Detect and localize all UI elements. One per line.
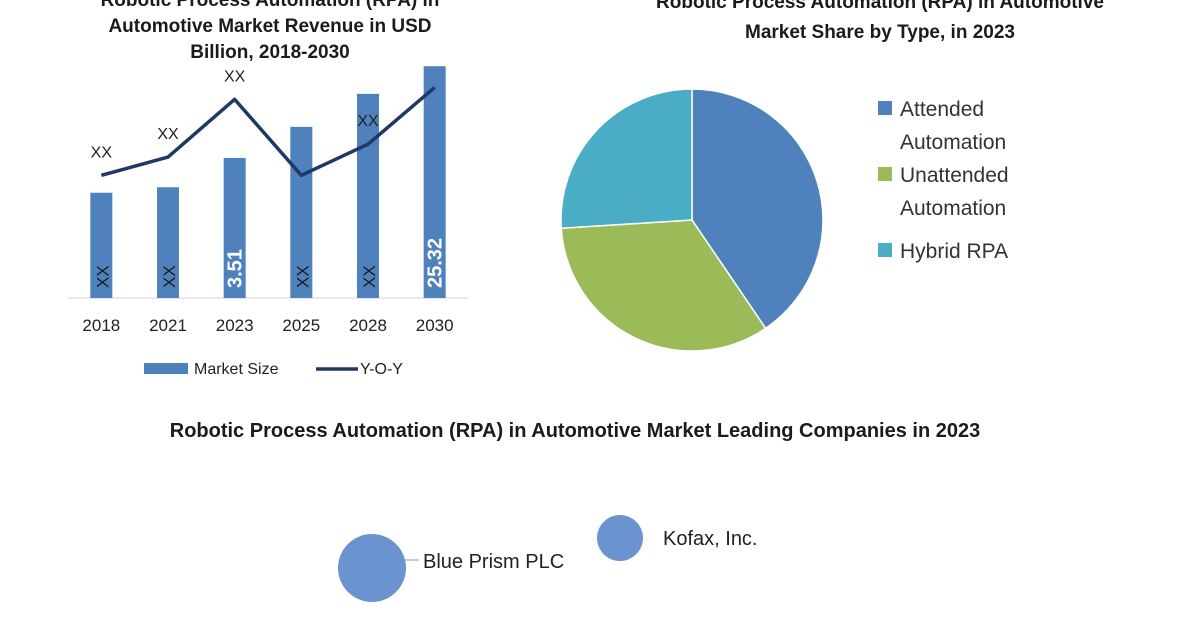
pie-slice-1 <box>691 88 824 330</box>
pie-legend-swatch <box>878 101 892 115</box>
bar-value-label: XX <box>160 265 179 288</box>
line-value-label: XX <box>91 144 113 161</box>
company-label: Blue Prism PLC <box>423 551 564 573</box>
company-bubble <box>338 534 406 602</box>
pie-legend-swatch <box>878 243 892 257</box>
bar-2023 <box>223 157 246 298</box>
bubble-chart-title: Robotic Process Automation (RPA) in Auto… <box>169 420 981 442</box>
bar-value-label: XX <box>293 265 312 288</box>
bar-value-label: XX <box>93 265 112 288</box>
x-tick-label: 2030 <box>416 316 454 335</box>
x-tick-label: 2028 <box>349 316 387 335</box>
legend-swatch-market-size <box>144 363 188 374</box>
bar-value-label: 25.32 <box>425 238 447 288</box>
line-value-label: XX <box>357 113 379 130</box>
bubble-chart: Blue Prism PLC Kofax, Inc. <box>338 515 758 602</box>
pie-legend-label: Automation <box>900 197 1006 220</box>
bar-line-chart: XX XX 3.51 XX XX 25.32 XX XX XX XX 2018 2021 2023 202… <box>68 66 468 378</box>
bar-chart-title: Robotic Process Automation (RPA) in Auto… <box>100 0 440 63</box>
bar-2030 <box>423 66 446 299</box>
pie-chart: Attended Automation Unattended Automation Hy… <box>560 88 1009 352</box>
pie-legend-label: Attended <box>900 98 984 121</box>
line-value-label: XX <box>224 68 246 85</box>
legend-label-yoy: Y-O-Y <box>360 361 403 378</box>
pie-legend-label: Hybrid RPA <box>900 240 1008 263</box>
x-tick-label: 2023 <box>216 316 254 335</box>
x-tick-label: 2018 <box>82 316 120 335</box>
x-tick-label: 2025 <box>282 316 320 335</box>
bar-2021 <box>157 187 179 298</box>
yoy-line <box>100 86 436 178</box>
bar-2018 <box>90 192 113 298</box>
pie-legend-label: Unattended <box>900 164 1009 187</box>
x-tick-label: 2021 <box>149 316 187 335</box>
bar-value-label: XX <box>360 265 379 288</box>
pie-slice-2 <box>560 219 767 352</box>
pie-legend-swatch <box>878 167 892 181</box>
company-bubble <box>597 515 643 561</box>
line-value-label: XX <box>157 126 179 143</box>
bar-value-label: 3.51 <box>225 249 247 288</box>
company-label: Kofax, Inc. <box>663 528 758 550</box>
legend-label-market-size: Market Size <box>194 361 279 378</box>
pie-chart-title: Robotic Process Automation (RPA) in Auto… <box>656 0 1104 43</box>
pie-slice-3 <box>560 88 693 230</box>
pie-legend-label: Automation <box>900 131 1006 154</box>
